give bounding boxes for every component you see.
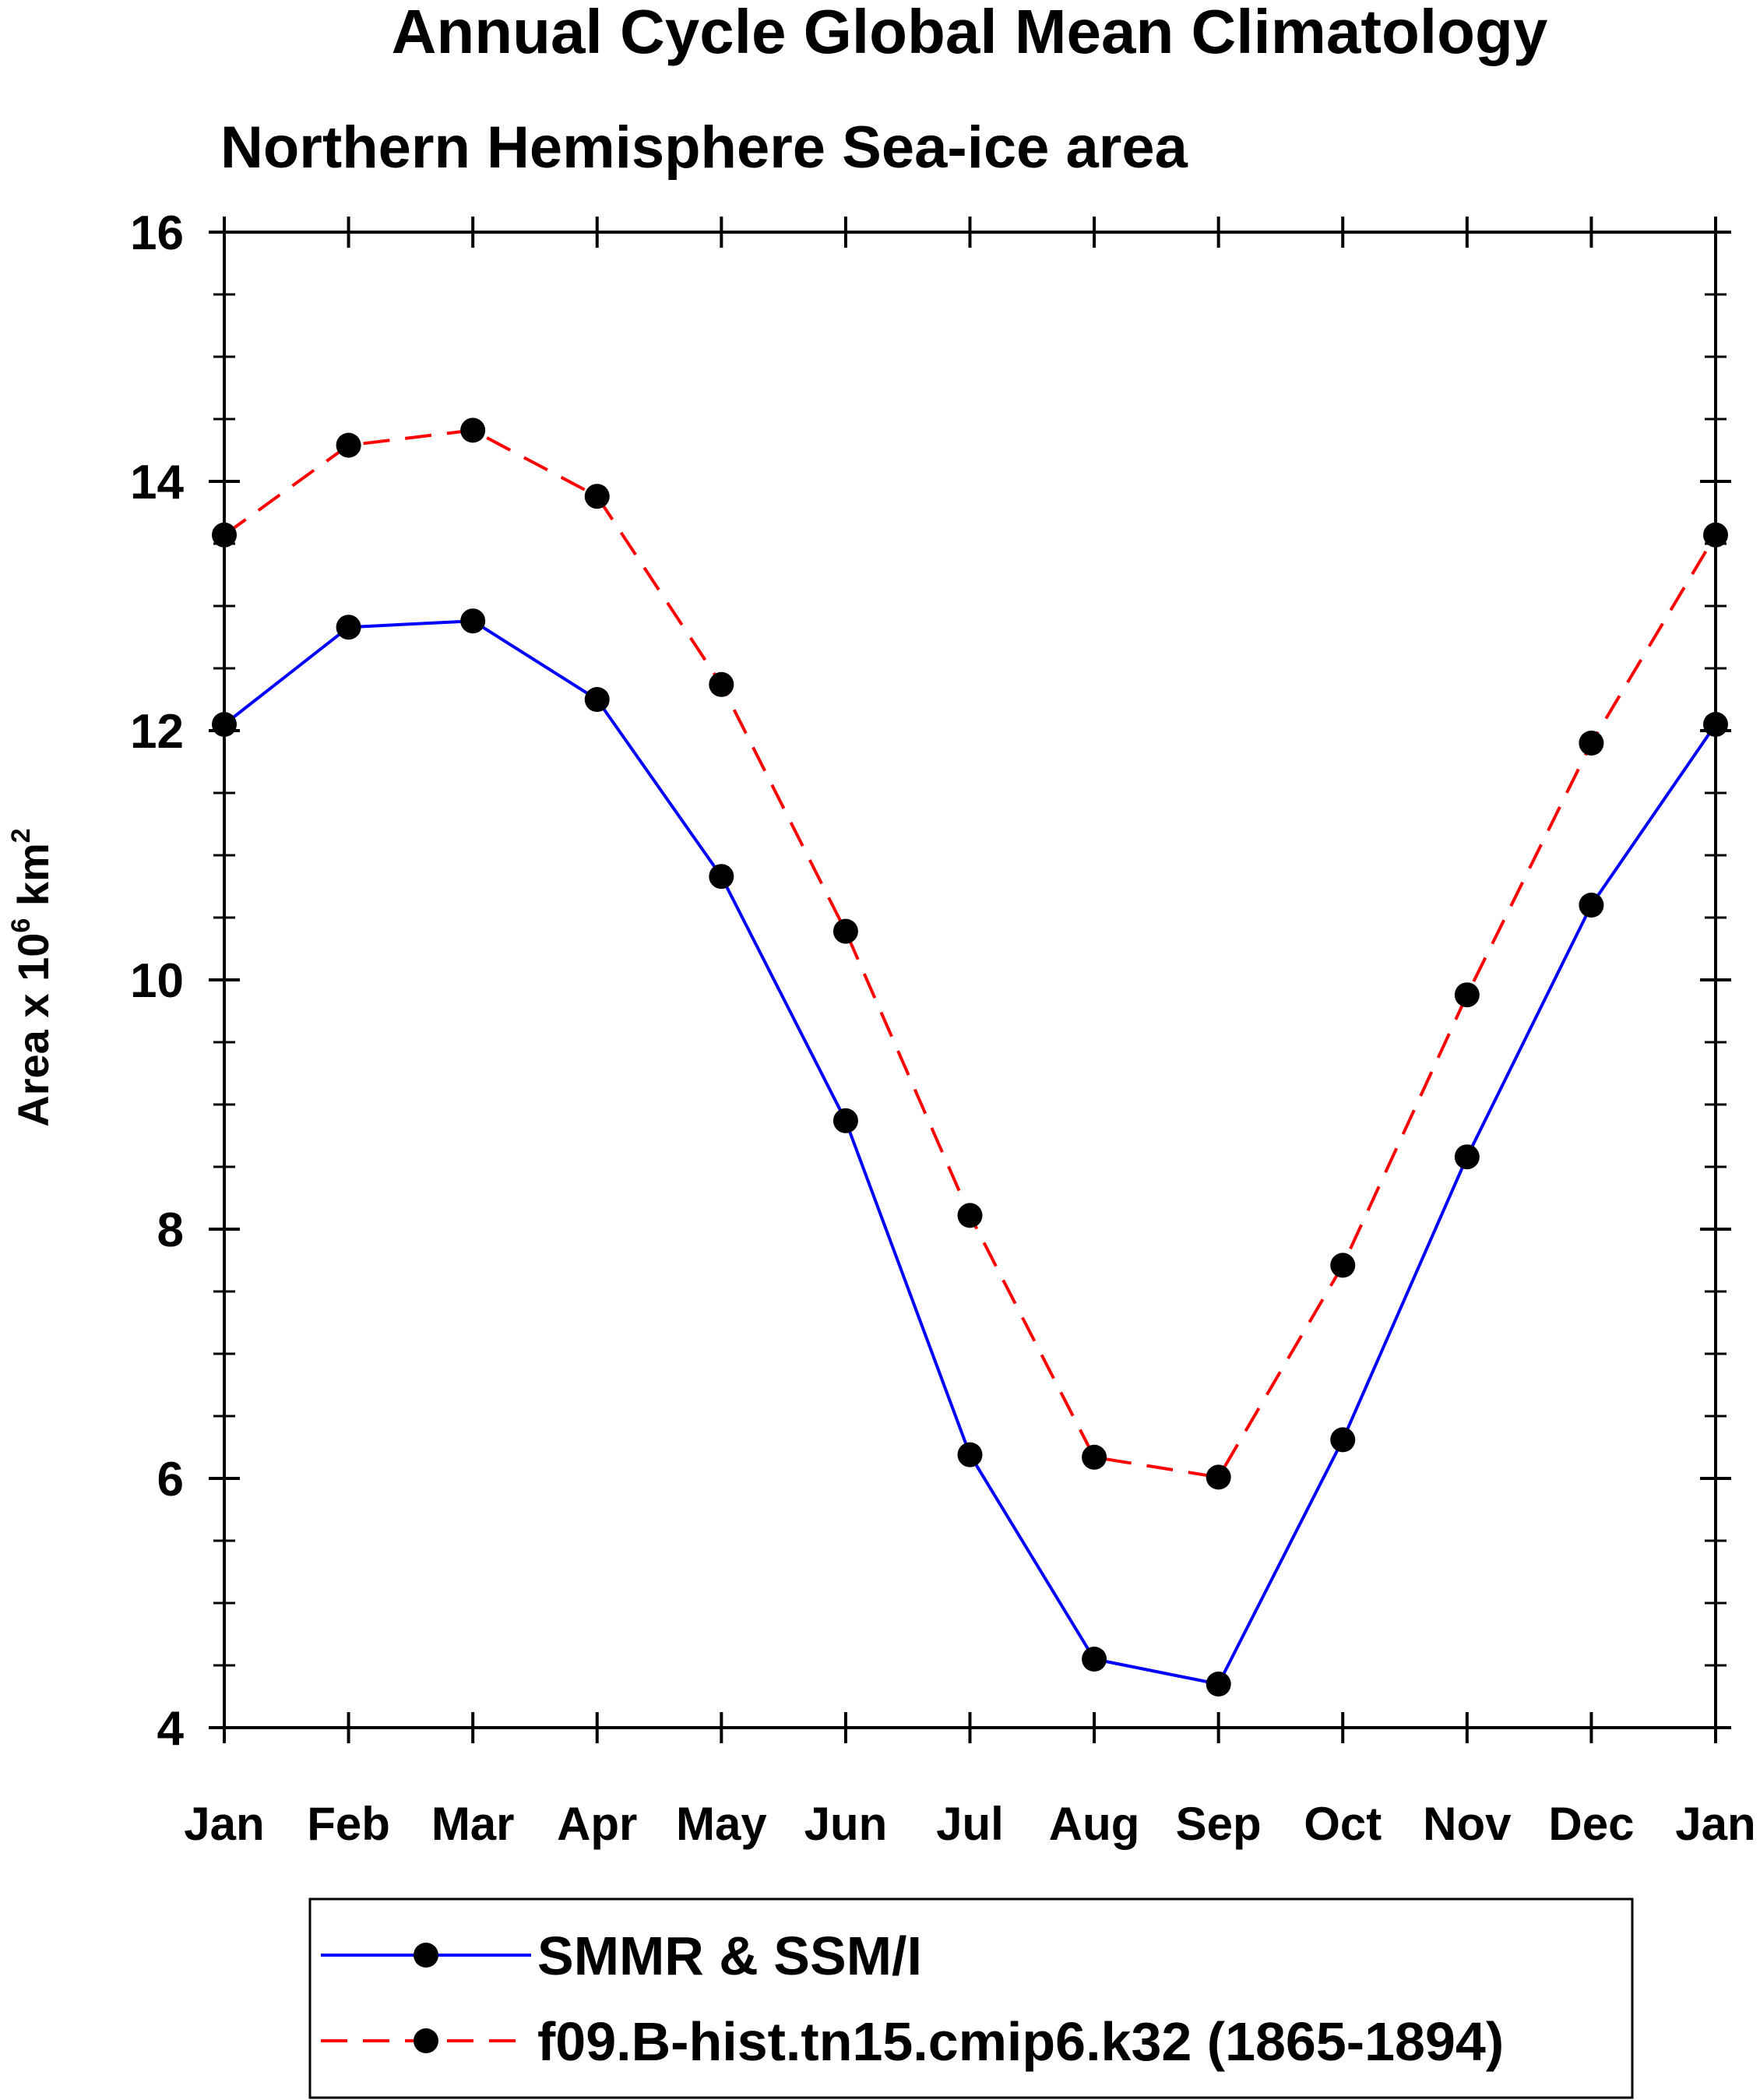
x-tick-label: Jul: [936, 1798, 1004, 1850]
series-0-point: [1330, 1427, 1356, 1453]
plot-frame: [223, 231, 1717, 1729]
series-1-point: [1330, 1253, 1356, 1278]
series-1-point: [957, 1203, 983, 1228]
series-0-point: [336, 615, 361, 640]
series-1-point: [584, 484, 610, 509]
chart-subtitle: Northern Hemisphere Sea-ice area: [220, 115, 1188, 181]
series-0-point: [1082, 1647, 1107, 1672]
series-1-point: [336, 432, 361, 458]
legend-label-1: f09.B-hist.tn15.cmip6.k32 (1865-1894): [537, 2011, 1504, 2072]
series-1-point: [1579, 731, 1604, 756]
series-1-point: [1454, 982, 1480, 1008]
legend: SMMR & SSM/I f09.B-hist.tn15.cmip6.k32 (…: [308, 1897, 1634, 2099]
series-0-point: [1454, 1144, 1480, 1170]
series-0-point: [709, 864, 734, 890]
x-tick-labels: Jan Feb Mar Apr May Jun Jul Aug Sep Oct Nov Dec Jan: [184, 1798, 1755, 1850]
y-tick-label: 6: [157, 1453, 184, 1506]
series-1-point: [709, 671, 734, 697]
y-tick-label: 4: [157, 1702, 185, 1756]
y-axis-label-main: Area x 10: [9, 933, 58, 1127]
x-tick-label: May: [676, 1798, 767, 1850]
x-tick-label: Nov: [1423, 1798, 1512, 1850]
legend-label-0: SMMR & SSM/I: [537, 1926, 922, 1986]
x-tick-label: Oct: [1304, 1798, 1382, 1850]
y-tick-label: 8: [157, 1203, 184, 1257]
x-tick-label: Aug: [1049, 1798, 1140, 1850]
legend-swatch-1-marker: [414, 2028, 438, 2053]
chart-title: Annual Cycle Global Mean Climatology: [392, 0, 1548, 66]
x-tick-label: Jun: [804, 1798, 888, 1850]
y-tick-label: 10: [130, 954, 184, 1008]
series-0-point: [957, 1442, 983, 1468]
y-tick-labels: 4 6 8 10 12 14 16: [130, 206, 184, 1756]
x-tick-label: Mar: [431, 1798, 515, 1850]
x-tick-label: Feb: [307, 1798, 390, 1850]
series-0-point: [584, 687, 610, 712]
x-tick-label: Dec: [1548, 1798, 1634, 1850]
series-0-point: [1206, 1672, 1231, 1697]
x-tick-label: Sep: [1176, 1798, 1262, 1850]
series-0-point: [1579, 893, 1604, 918]
series-0-point: [460, 608, 486, 634]
x-tick-label: Apr: [557, 1798, 637, 1850]
y-tick-label: 16: [130, 206, 184, 260]
x-tick-label: Jan: [1675, 1798, 1755, 1850]
y-tick-label: 14: [130, 456, 184, 509]
legend-box: [308, 1897, 1634, 2099]
series-1-point: [1206, 1464, 1231, 1490]
series-1-point: [460, 418, 486, 443]
legend-swatch-0-marker: [414, 1943, 438, 1968]
series-1-point: [1082, 1444, 1107, 1470]
y-axis-label: Area x 106 km2: [6, 828, 58, 1126]
y-axis-label-unit: km: [9, 843, 58, 918]
x-tick-label: Jan: [184, 1798, 264, 1850]
series-0-point: [832, 1108, 858, 1133]
y-tick-label: 12: [130, 705, 184, 759]
y-axis-label-unit-exp: 2: [6, 828, 36, 843]
y-axis-label-exp: 6: [6, 918, 36, 933]
series-1-point: [832, 918, 858, 944]
